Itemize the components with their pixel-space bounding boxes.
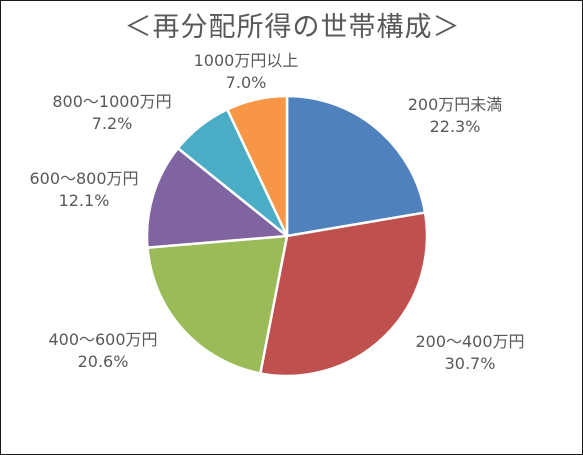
pie-slices <box>145 94 429 378</box>
pie-slice <box>259 211 429 378</box>
chart-title: ＜再分配所得の世帯構成＞ <box>124 12 461 43</box>
slice-percent-label: 22.3% <box>430 117 481 136</box>
slice-category-label: 200万円未満 <box>408 95 503 114</box>
slice-category-label: 200～400万円 <box>415 332 524 351</box>
slice-percent-label: 30.7% <box>445 354 496 373</box>
pie-slice <box>226 94 289 238</box>
slice-percent-label: 20.6% <box>78 352 129 371</box>
slice-category-label: 400～600万円 <box>48 330 157 349</box>
slice-category-label: 1000万円以上 <box>194 51 299 70</box>
slice-percent-label: 12.1% <box>59 191 110 210</box>
slice-percent-label: 7.2% <box>92 114 133 133</box>
slice-category-label: 800～1000万円 <box>52 92 171 111</box>
pie-slice <box>285 94 427 238</box>
pie-labels: 200万円未満 22.3% 200～400万円 30.7% 400～600万円 20.6%… <box>29 51 524 373</box>
slice-percent-label: 7.0% <box>226 73 267 92</box>
pie-slice <box>146 234 289 375</box>
slice-category-label: 600～800万円 <box>29 169 138 188</box>
pie-slice <box>145 146 289 249</box>
